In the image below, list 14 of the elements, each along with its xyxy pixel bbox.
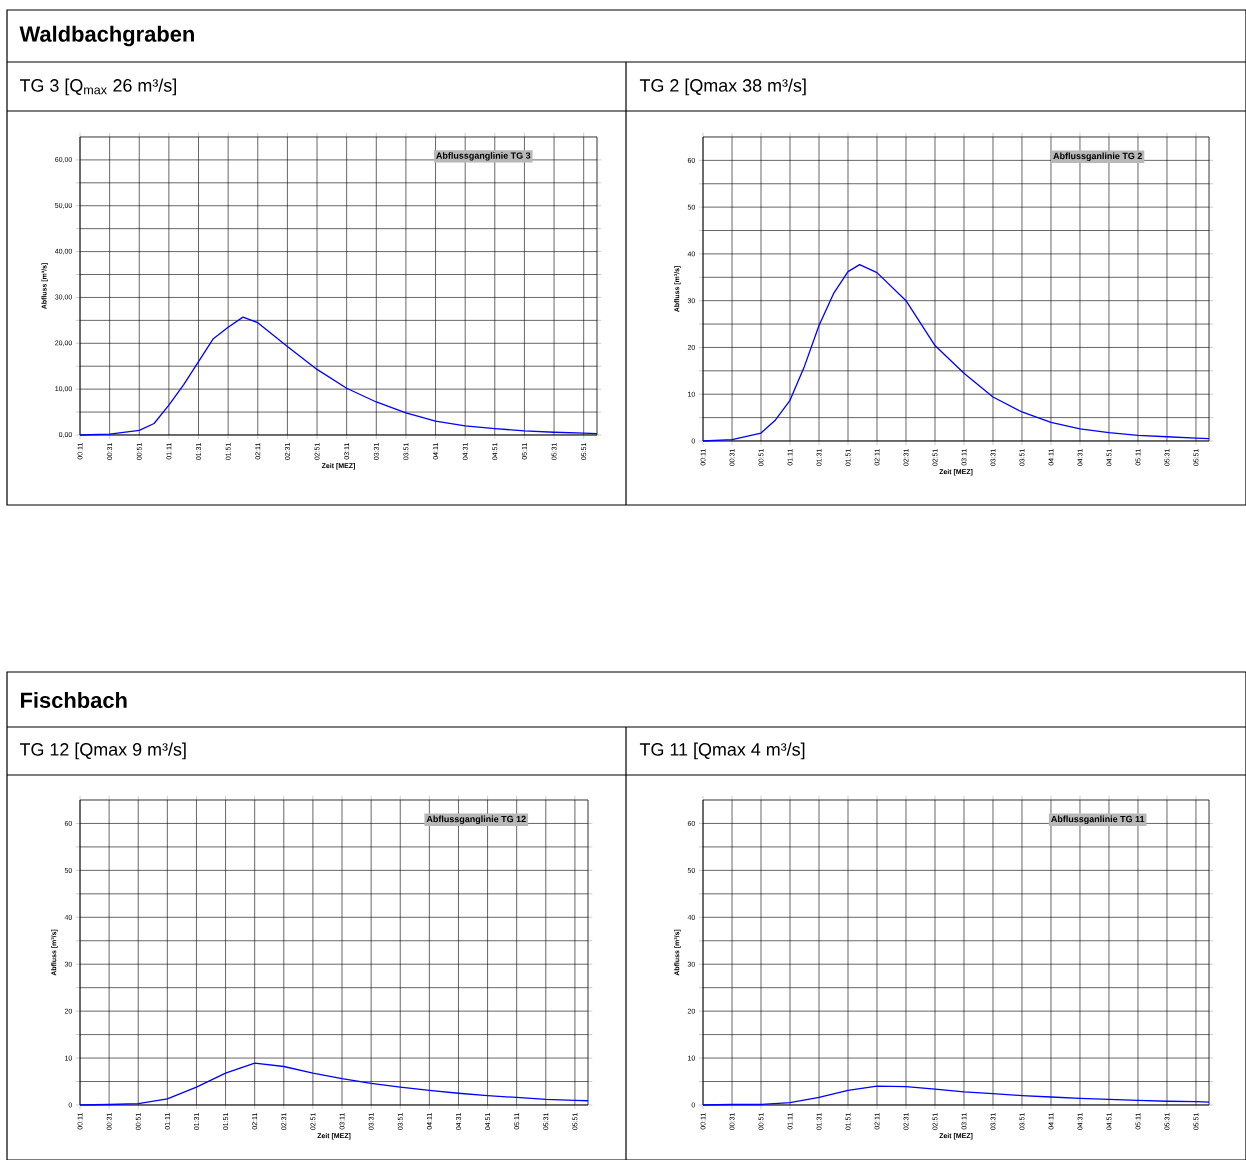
annotation: Abflussganglinie TG 12 [426, 815, 526, 825]
annotation: Abflussganlinie TG 11 [1051, 815, 1145, 825]
chart-title: Waldbachgraben [19, 25, 194, 47]
line-series [79, 1062, 589, 1106]
chart-title: Fischbach [21, 691, 127, 709]
annotation: Abflussganglinie TG 3 [436, 152, 531, 161]
line-series [79, 316, 598, 436]
line-series [702, 1085, 1210, 1106]
line-series [702, 264, 1210, 442]
chart-subtitle: TG 11 [Qmax 4 m³/s] [639, 742, 805, 760]
chart-subtitle: TG 2 [Qmax 38 m³/s] [639, 78, 806, 96]
annotation: Abflussganlinie TG 2 [1053, 152, 1142, 161]
chart-subtitle: TG 12 [Qmax 9 m³/s] [19, 742, 186, 760]
chart-subtitle: TG 3 [Q$_{max}$ 26 m³/s] [19, 78, 176, 96]
